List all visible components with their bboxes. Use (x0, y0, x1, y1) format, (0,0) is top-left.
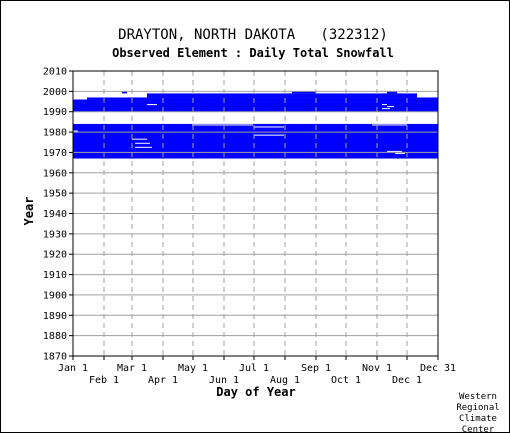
y-tick-label-1980: 1980 (43, 128, 67, 139)
x-tick-label-lower-91: Apr 1 (148, 375, 178, 386)
coverage-block-3 (147, 93, 417, 98)
gap-mark-14 (382, 104, 387, 106)
y-tick-label-2010: 2010 (43, 67, 67, 78)
coverage-block-1 (73, 99, 438, 112)
gap-mark-12 (73, 130, 78, 132)
credit-line-2: Regional (456, 403, 499, 413)
y-tick-label-1930: 1930 (43, 229, 67, 240)
coverage-block-2 (87, 97, 438, 100)
y-tick-label-1970: 1970 (43, 148, 67, 159)
y-tick-label-1960: 1960 (43, 168, 67, 179)
gap-mark-4 (372, 124, 407, 126)
x-tick-label-upper-366: Dec 31 (420, 363, 456, 374)
gap-mark-16 (387, 106, 394, 108)
y-tick-label-1890: 1890 (43, 311, 67, 322)
gap-mark-9 (135, 146, 152, 148)
gap-mark-11 (395, 152, 405, 154)
x-tick-label-lower-213: Aug 1 (270, 375, 300, 386)
y-tick-label-1940: 1940 (43, 209, 67, 220)
x-tick-label-upper-182: Jul 1 (239, 363, 269, 374)
gap-mark-10 (387, 150, 402, 152)
y-tick-label-1920: 1920 (43, 250, 67, 261)
gap-mark-5 (254, 126, 284, 128)
credit-line-3: Climate (459, 414, 497, 424)
credit-line-4: Center (462, 425, 495, 434)
y-tick-label-1870: 1870 (43, 352, 67, 363)
coverage-block-6 (387, 91, 397, 94)
gap-mark-13 (147, 104, 157, 106)
x-tick-label-upper-244: Sep 1 (301, 363, 331, 374)
credit-line-1: Western (459, 392, 497, 402)
coverage-block-0 (73, 123, 438, 159)
y-tick-label-1880: 1880 (43, 331, 67, 342)
coverage-block-5 (122, 91, 127, 94)
station-title: DRAYTON, NORTH DAKOTA (322312) (118, 27, 388, 43)
gap-mark-0 (73, 115, 438, 121)
axis-layer: 1870 1880 1890 1900 1910 1920 1930 1940 1950 1960… (43, 67, 456, 387)
gap-mark-1 (73, 120, 438, 123)
x-tick-label-lower-274: Oct 1 (331, 375, 361, 386)
x-tick-label-upper-121: May 1 (178, 363, 208, 374)
gap-mark-2 (192, 124, 222, 126)
grid-layer (73, 71, 438, 356)
y-tick-label-1990: 1990 (43, 107, 67, 118)
gap-mark-8 (135, 142, 150, 144)
x-tick-label-lower-32: Feb 1 (89, 375, 119, 386)
x-tick-label-upper-305: Nov 1 (362, 363, 392, 374)
y-tick-label-2000: 2000 (43, 87, 67, 98)
x-tick-label-lower-335: Dec 1 (392, 375, 422, 386)
x-tick-label-lower-152: Jun 1 (209, 375, 239, 386)
x-tick-label-upper-60: Mar 1 (117, 363, 147, 374)
gap-mark-3 (222, 124, 253, 126)
gap-layer (73, 104, 438, 154)
gap-mark-7 (132, 138, 147, 140)
gap-mark-15 (382, 108, 390, 110)
element-title: Observed Element : Daily Total Snowfall (112, 46, 394, 60)
y-axis-label: Year (22, 197, 36, 226)
x-axis-label: Day of Year (216, 385, 295, 399)
y-tick-label-1910: 1910 (43, 270, 67, 281)
y-tick-label-1950: 1950 (43, 189, 67, 200)
coverage-block-4 (292, 91, 316, 94)
x-tick-label-upper-1: Jan 1 (58, 363, 88, 374)
gap-mark-6 (254, 134, 284, 136)
y-tick-label-1900: 1900 (43, 290, 67, 301)
